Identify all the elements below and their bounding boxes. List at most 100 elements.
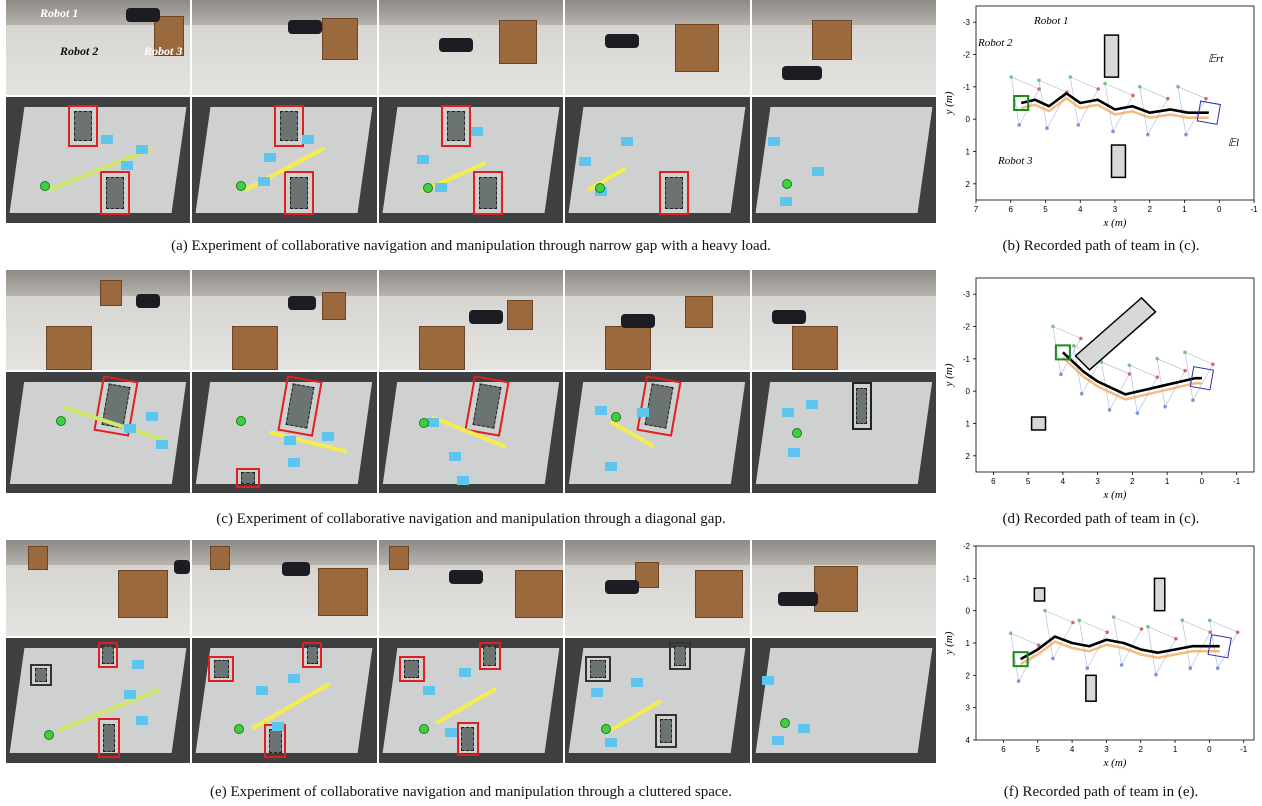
robot-marker: [1146, 624, 1150, 629]
robot-marker: [1165, 96, 1170, 101]
start-box: [1012, 651, 1029, 668]
x-tick-label: 0: [1217, 205, 1222, 214]
y-tick-label: -1: [963, 83, 971, 92]
y-tick-label: 4: [966, 736, 971, 745]
x-axis-label: x (m): [1103, 489, 1127, 501]
y-tick-label: -2: [963, 542, 971, 551]
y-tick-label: -3: [963, 290, 971, 299]
y-tick-label: 0: [966, 115, 971, 124]
e-rt-annotation: 𝔼rt: [1208, 53, 1224, 65]
caption-b: (b) Recorded path of team in (c).: [1002, 238, 1200, 254]
robot-3-annotation: Robot 3: [997, 155, 1033, 167]
e-l-annotation: 𝔼l: [1228, 137, 1239, 149]
photo-frame: [378, 270, 564, 370]
robot-marker: [1111, 129, 1115, 134]
robot-marker: [1009, 75, 1013, 79]
robot-marker: [1155, 375, 1160, 379]
plot-frame: [975, 277, 1255, 473]
robot-marker: [1127, 363, 1132, 367]
plot-panel-f: 6 5 4 3 2 1 0 -1 -2 -1 0 1 2 3 4 x (m) y (m) (f) Recorde…: [942, 540, 1260, 806]
robot-marker: [1137, 84, 1142, 89]
y-tick-label: 3: [966, 704, 971, 713]
photo-strip-a: Robot 1 Robot 2 Robot 3: [6, 0, 936, 95]
x-tick-label: 6: [1001, 745, 1006, 754]
photo-frame: [192, 0, 377, 95]
robot-marker: [1037, 78, 1041, 83]
robot-1-annotation: Robot 1: [1033, 15, 1069, 27]
caption-c: (c) Experiment of collaborative navigati…: [216, 511, 726, 527]
photo-frame: [751, 0, 936, 95]
team-formation: [1010, 632, 1040, 683]
start-box: [1013, 95, 1030, 111]
robot-marker: [1155, 356, 1159, 361]
end-box: [1196, 100, 1221, 125]
photo-frame: [751, 540, 936, 636]
sim-frame: [751, 372, 936, 493]
robot-marker: [1139, 627, 1144, 631]
robot-marker: [1180, 618, 1185, 623]
x-tick-label: 5: [1036, 745, 1041, 754]
y-tick-label: -1: [963, 574, 971, 583]
x-axis-label: x (m): [1103, 217, 1127, 229]
caption-e: (e) Experiment of collaborative navigati…: [210, 784, 732, 800]
y-tick-label: 1: [966, 148, 971, 157]
x-tick-label: 5: [1043, 205, 1048, 214]
obstacle-box: [1030, 416, 1047, 431]
photo-frame: [192, 540, 377, 636]
y-tick-label: -3: [963, 18, 971, 27]
sim-strip-a: [6, 97, 936, 223]
x-tick-label: -1: [1240, 745, 1248, 754]
sim-frame: [6, 97, 191, 223]
sim-frame: [6, 638, 191, 763]
robot-marker: [1183, 368, 1187, 373]
photo-frame: [751, 270, 936, 370]
x-tick-label: 1: [1182, 205, 1187, 214]
photo-strip-c: [6, 270, 936, 370]
sim-frame: [378, 372, 564, 493]
sim-frame: [6, 372, 191, 493]
y-axis-label: y (m): [943, 631, 955, 655]
robot-marker: [1135, 411, 1140, 415]
robot-marker: [1215, 666, 1220, 671]
robot-marker: [1079, 391, 1084, 396]
y-tick-label: 0: [966, 387, 971, 396]
start-box: [1054, 344, 1071, 361]
robot-marker: [1079, 336, 1083, 341]
x-tick-label: 3: [1104, 745, 1109, 754]
end-box: [1207, 634, 1232, 659]
robot-marker: [1059, 372, 1063, 377]
robot-marker: [1207, 618, 1212, 623]
obstacle-box: [1153, 577, 1166, 612]
x-tick-label: 2: [1130, 477, 1135, 486]
robot-marker: [1211, 362, 1215, 367]
x-tick-label: 2: [1139, 745, 1144, 754]
reference-trail: [1062, 356, 1202, 401]
sim-frame: [378, 638, 564, 763]
robot-marker: [1188, 666, 1193, 671]
obstacle-box: [1103, 34, 1120, 78]
y-tick-label: -1: [963, 355, 971, 364]
sim-frame: [565, 638, 750, 763]
caption-d: (d) Recorded path of team in (c).: [1002, 511, 1200, 527]
robot-marker: [1145, 132, 1150, 137]
x-tick-label: 7: [974, 205, 979, 214]
robot-marker: [1008, 631, 1013, 635]
sim-strip-c: [6, 372, 936, 493]
x-tick-label: 0: [1200, 477, 1205, 486]
robot-marker: [1071, 343, 1076, 348]
robot-marker: [1111, 615, 1116, 619]
x-tick-label: 2: [1148, 205, 1153, 214]
y-tick-label: 1: [966, 420, 971, 429]
sim-strip-e: [6, 638, 936, 763]
robot-marker: [1176, 84, 1180, 89]
photo-frame: [6, 270, 191, 370]
x-tick-label: -1: [1233, 477, 1241, 486]
plot-panel-b: 7 6 5 4 3 2 1 0 -1 -3 -2 -1 0 1 2 x (m) y (m) Robot 1 Robo…: [942, 0, 1260, 270]
x-tick-label: 1: [1173, 745, 1178, 754]
robot-marker: [1103, 81, 1107, 86]
x-tick-label: 4: [1061, 477, 1066, 486]
sim-frame: [192, 638, 377, 763]
recorded-path: [1019, 635, 1220, 661]
x-tick-label: 4: [1078, 205, 1083, 214]
